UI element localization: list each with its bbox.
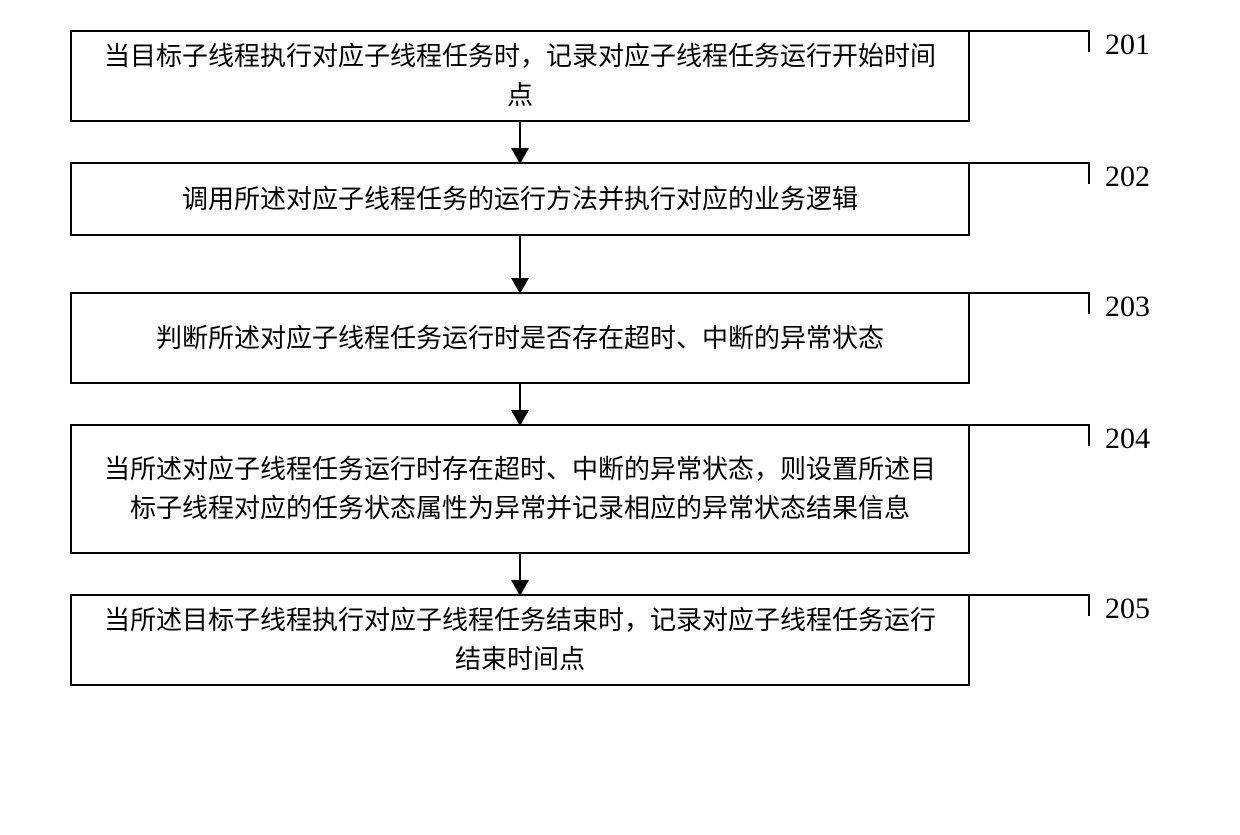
callout-connector <box>970 594 1090 616</box>
arrow-container <box>70 554 970 594</box>
flow-box-205: 当所述目标子线程执行对应子线程任务结束时，记录对应子线程任务运行结束时间点 <box>70 594 970 686</box>
flow-step: 调用所述对应子线程任务的运行方法并执行对应的业务逻辑 202 <box>70 162 1170 236</box>
callout-connector <box>970 162 1090 184</box>
flow-box-201: 当目标子线程执行对应子线程任务时，记录对应子线程任务运行开始时间点 <box>70 30 970 122</box>
step-label: 205 <box>1105 592 1150 626</box>
step-label: 203 <box>1105 290 1150 324</box>
flow-box-204: 当所述对应子线程任务运行时存在超时、中断的异常状态，则设置所述目标子线程对应的任… <box>70 424 970 554</box>
callout-connector <box>970 424 1090 446</box>
flow-step: 判断所述对应子线程任务运行时是否存在超时、中断的异常状态 203 <box>70 292 1170 384</box>
callout-connector <box>970 292 1090 314</box>
arrow-down-icon <box>519 122 521 162</box>
flowchart-container: 当目标子线程执行对应子线程任务时，记录对应子线程任务运行开始时间点 201 调用… <box>70 30 1170 686</box>
flow-box-text: 判断所述对应子线程任务运行时是否存在超时、中断的异常状态 <box>156 319 884 358</box>
step-label: 204 <box>1105 422 1150 456</box>
arrow-down-icon <box>519 554 521 594</box>
step-label: 201 <box>1105 28 1150 62</box>
arrow-container <box>70 122 970 162</box>
callout-connector <box>970 30 1090 52</box>
flow-box-text: 当目标子线程执行对应子线程任务时，记录对应子线程任务运行开始时间点 <box>92 37 948 115</box>
flow-box-text: 调用所述对应子线程任务的运行方法并执行对应的业务逻辑 <box>182 180 858 219</box>
arrow-container <box>70 384 970 424</box>
flow-step: 当所述目标子线程执行对应子线程任务结束时，记录对应子线程任务运行结束时间点 20… <box>70 594 1170 686</box>
arrow-down-icon <box>519 236 521 292</box>
step-label: 202 <box>1105 160 1150 194</box>
flow-box-text: 当所述对应子线程任务运行时存在超时、中断的异常状态，则设置所述目标子线程对应的任… <box>92 450 948 528</box>
flow-box-203: 判断所述对应子线程任务运行时是否存在超时、中断的异常状态 <box>70 292 970 384</box>
flow-box-text: 当所述目标子线程执行对应子线程任务结束时，记录对应子线程任务运行结束时间点 <box>92 601 948 679</box>
flow-step: 当目标子线程执行对应子线程任务时，记录对应子线程任务运行开始时间点 201 <box>70 30 1170 122</box>
arrow-container <box>70 236 970 292</box>
flow-step: 当所述对应子线程任务运行时存在超时、中断的异常状态，则设置所述目标子线程对应的任… <box>70 424 1170 554</box>
flow-box-202: 调用所述对应子线程任务的运行方法并执行对应的业务逻辑 <box>70 162 970 236</box>
arrow-down-icon <box>519 384 521 424</box>
